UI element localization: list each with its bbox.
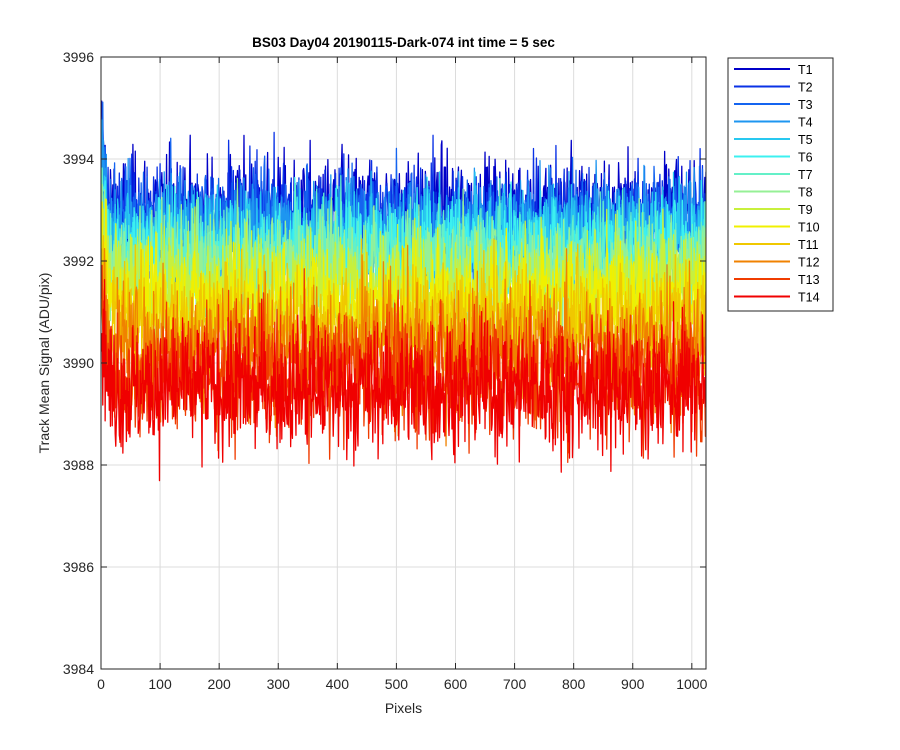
y-tick-label: 3994 xyxy=(63,151,94,167)
y-tick-label: 3992 xyxy=(63,253,94,269)
x-tick-label: 600 xyxy=(444,676,468,692)
legend-label-T7: T7 xyxy=(798,168,813,182)
x-tick-label: 900 xyxy=(621,676,645,692)
series-lines xyxy=(101,100,706,482)
x-tick-label: 400 xyxy=(326,676,350,692)
legend-label-T13: T13 xyxy=(798,273,820,287)
legend-label-T10: T10 xyxy=(798,221,820,235)
legend-label-T2: T2 xyxy=(798,81,813,95)
y-tick-label: 3990 xyxy=(63,355,94,371)
legend-label-T12: T12 xyxy=(798,256,820,270)
legend-label-T6: T6 xyxy=(798,151,813,165)
legend-label-T8: T8 xyxy=(798,186,813,200)
x-tick-label: 200 xyxy=(207,676,231,692)
legend-label-T3: T3 xyxy=(798,98,813,112)
y-tick-label: 3996 xyxy=(63,49,94,65)
x-tick-label: 100 xyxy=(148,676,172,692)
x-tick-label: 700 xyxy=(503,676,527,692)
legend-label-T14: T14 xyxy=(798,291,820,305)
y-tick-label: 3984 xyxy=(63,661,94,677)
chart-title: BS03 Day04 20190115-Dark-074 int time = … xyxy=(252,35,555,50)
series-line-T14 xyxy=(101,278,706,482)
x-tick-label: 1000 xyxy=(676,676,707,692)
legend-label-T4: T4 xyxy=(798,116,813,130)
x-tick-label: 300 xyxy=(267,676,291,692)
x-tick-label: 800 xyxy=(562,676,586,692)
legend-label-T9: T9 xyxy=(798,203,813,217)
legend-box xyxy=(727,57,834,312)
legend-label-T11: T11 xyxy=(798,238,819,252)
legend-label-T1: T1 xyxy=(798,63,813,77)
legend-label-T5: T5 xyxy=(798,133,813,147)
axis-ticks: 0 100 200 300 400 500 600 700 800 900 1000 3984 3986… xyxy=(63,49,708,692)
legend: T1 T2 T3 T4 T5 T6 T7 T8 T9 T10 T11 T12 T13 T14 xyxy=(727,57,834,312)
y-tick-label: 3986 xyxy=(63,559,94,575)
x-tick-label: 0 xyxy=(97,676,105,692)
x-tick-label: 500 xyxy=(385,676,409,692)
y-axis-label: Track Mean Signal (ADU/pix) xyxy=(36,273,52,454)
x-axis-label: Pixels xyxy=(385,700,422,716)
y-tick-label: 3988 xyxy=(63,457,94,473)
